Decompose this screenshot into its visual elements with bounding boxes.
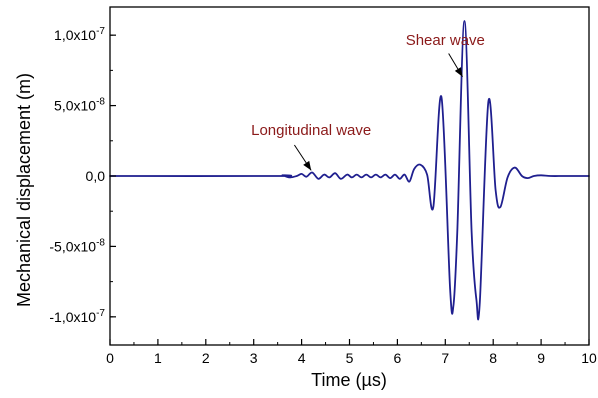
annotation-label-0: Shear wave (406, 32, 485, 49)
y-tick-label-base-3: 5,0x10 (54, 98, 96, 114)
x-tick-label-9: 9 (537, 350, 545, 366)
y-axis-title: Mechanical displacement (m) (14, 73, 34, 307)
series-line-0 (109, 20, 590, 321)
y-tick-label-3: 5,0x10-8 (54, 97, 105, 114)
x-tick-label-8: 8 (489, 350, 497, 366)
x-tick-label-10: 10 (581, 350, 597, 366)
y-tick-label-exponent-3: -8 (96, 97, 105, 108)
data-layer (109, 20, 590, 321)
y-tick-label-base-4: 1,0x10 (54, 27, 96, 43)
y-tick-label-2: 0,0 (86, 168, 106, 184)
x-tick-label-6: 6 (394, 350, 402, 366)
x-tick-label-1: 1 (154, 350, 162, 366)
x-tick-label-7: 7 (441, 350, 449, 366)
annotation-arrowhead-0 (454, 67, 463, 77)
y-tick-label-0: -1,0x10-7 (49, 308, 105, 325)
y-tick-label-exponent-0: -7 (96, 308, 105, 319)
annotation-arrowhead-1 (303, 160, 312, 171)
x-axis-title: Time (µs) (311, 370, 387, 390)
x-tick-label-4: 4 (298, 350, 306, 366)
y-tick-label-1: -5,0x10-8 (49, 237, 105, 254)
y-axis-title-group: Mechanical displacement (m) (14, 73, 34, 307)
tick-labels-layer: 0 1 2 3 4 5 6 7 8 9 10-1,0x10-7-5,0x10-80,05,0x10-… (49, 26, 597, 366)
y-tick-label-exponent-1: -8 (96, 237, 105, 248)
plot-frame (109, 6, 590, 346)
x-tick-label-5: 5 (346, 350, 354, 366)
x-tick-label-0: 0 (106, 350, 114, 366)
y-tick-label-exponent-4: -7 (96, 26, 105, 37)
annotations-layer: Shear wave Longitudinal wave (251, 32, 485, 171)
y-tick-label-base-0: -1,0x10 (49, 309, 96, 325)
x-tick-label-3: 3 (250, 350, 258, 366)
y-tick-label-base-1: -5,0x10 (49, 238, 96, 254)
annotation-label-1: Longitudinal wave (251, 122, 371, 139)
y-tick-label-4: 1,0x10-7 (54, 26, 105, 43)
x-tick-label-2: 2 (202, 350, 210, 366)
